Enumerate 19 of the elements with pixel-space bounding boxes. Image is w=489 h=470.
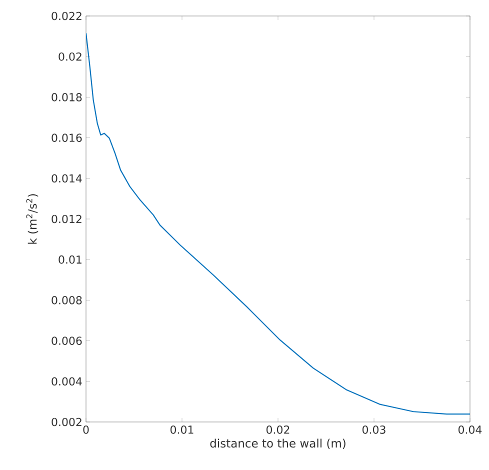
y-tick-label: 0.01 [58, 255, 82, 264]
line-series [86, 32, 470, 415]
y-tick-label: 0.004 [52, 377, 82, 386]
y-tick-label: 0.014 [52, 174, 82, 183]
y-tick-label: 0.016 [52, 134, 82, 142]
y-tick-label: 0.012 [52, 214, 82, 224]
x-axis-title: distance to the wall (m) [210, 438, 346, 449]
y-tick-label: 0.02 [58, 52, 82, 61]
y-tick-label: 0.006 [52, 336, 82, 345]
y-tick-label: 0.018 [52, 93, 82, 102]
x-tick-label: 0.02 [266, 426, 290, 434]
x-tick-label: 0.04 [458, 426, 482, 434]
x-tick-label: 0.03 [362, 426, 386, 434]
y-tick-label: 0.002 [52, 418, 82, 426]
x-tick-label: 0.01 [170, 426, 194, 434]
y-tick-label: 0.008 [52, 296, 82, 304]
x-tick-label: 0 [83, 426, 89, 434]
y-axis-title: k (m$^{2}$/s$^{2}$) [26, 194, 38, 244]
y-tick-label: 0.022 [52, 12, 82, 20]
